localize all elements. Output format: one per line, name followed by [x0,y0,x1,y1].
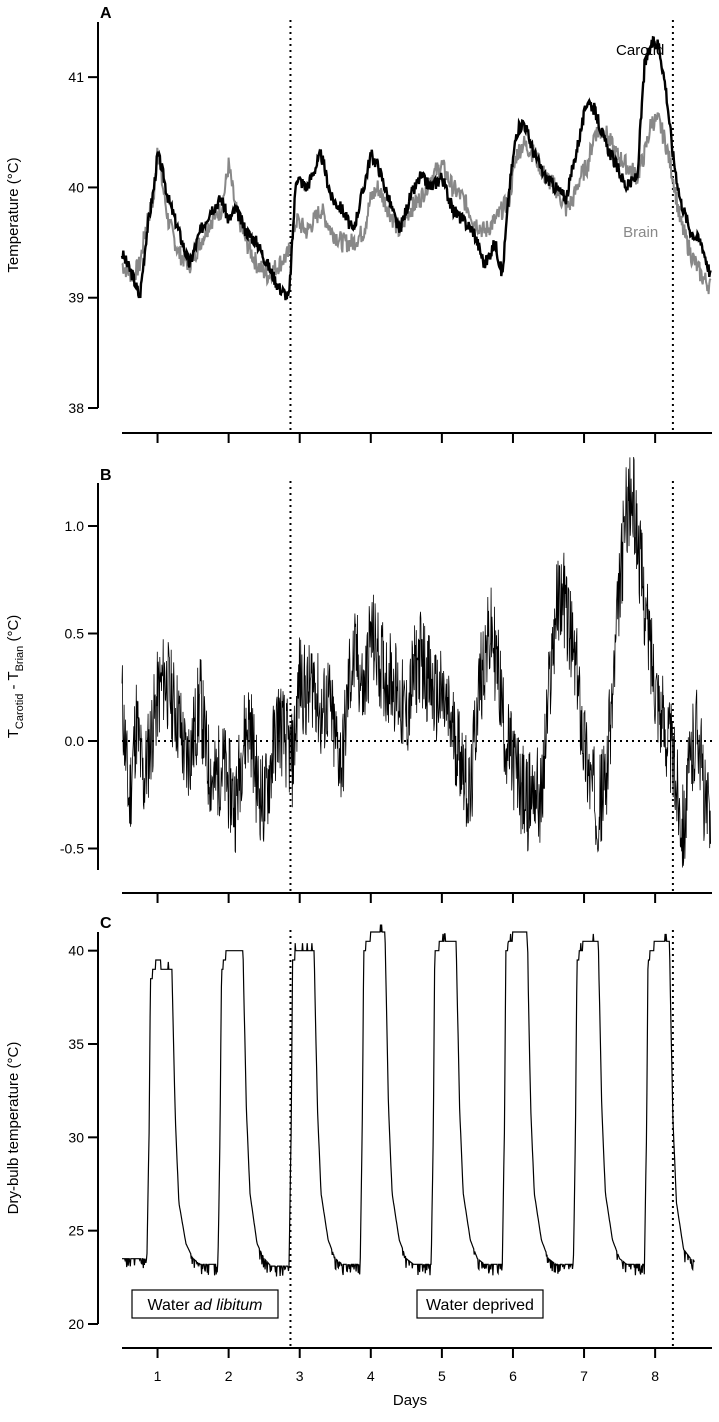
y-tick-label: 40 [68,179,84,195]
y-tick-label: 0.5 [65,626,85,642]
x-tick-label: 3 [296,1368,304,1384]
y-tick-label: 41 [68,69,84,85]
carotid-label: Carotid [616,42,664,59]
y-tick-label: -0.5 [60,841,84,857]
x-axis-label: Days [393,1392,427,1409]
y-tick-label: 30 [68,1129,84,1145]
brain-label: Brain [623,224,658,241]
y-tick-label: 35 [68,1036,84,1052]
x-tick-label: 7 [580,1368,588,1384]
y-tick-label: 39 [68,290,84,306]
y-tick-label: 25 [68,1223,84,1239]
panel-b: -0.5 0.0 0.5 1.0 B TCarotid - TBrian (°C) [5,457,712,903]
x-tick-label: 6 [509,1368,517,1384]
panel-letter: C [100,915,112,932]
panel-letter: B [100,467,112,484]
x-tick-label: 8 [651,1368,659,1384]
water-deprived-box [416,1289,544,1319]
carotid-series-line [120,35,712,301]
x-tick-label: 5 [438,1368,446,1384]
panel-letter: A [100,5,112,22]
y-tick-label: 0.0 [65,733,85,749]
panel-a: 38 39 40 41 A Temperature (°C) Carotid Brain [5,5,712,443]
x-tick-label: 2 [225,1368,233,1384]
water-ad-libitum-label: Water ad libitum [147,1297,262,1314]
y-tick-label: 1.0 [65,518,85,534]
y-axis-label: Temperature (°C) [5,157,22,272]
y-axis-label: TCarotid - TBrian (°C) [5,615,26,739]
difference-series-line [121,457,711,868]
x-tick-label: 4 [367,1368,375,1384]
y-tick-label: 40 [68,943,84,959]
drybulb-series-line [122,924,695,1277]
water-deprived-label: Water deprived [426,1297,534,1314]
brain-series-line [121,112,712,295]
y-tick-label: 20 [68,1316,84,1332]
x-tick-label: 1 [154,1368,162,1384]
water-ad-libitum-box [131,1289,279,1319]
y-axis-label: Dry-bulb temperature (°C) [5,1042,22,1215]
y-tick-label: 38 [68,400,84,416]
